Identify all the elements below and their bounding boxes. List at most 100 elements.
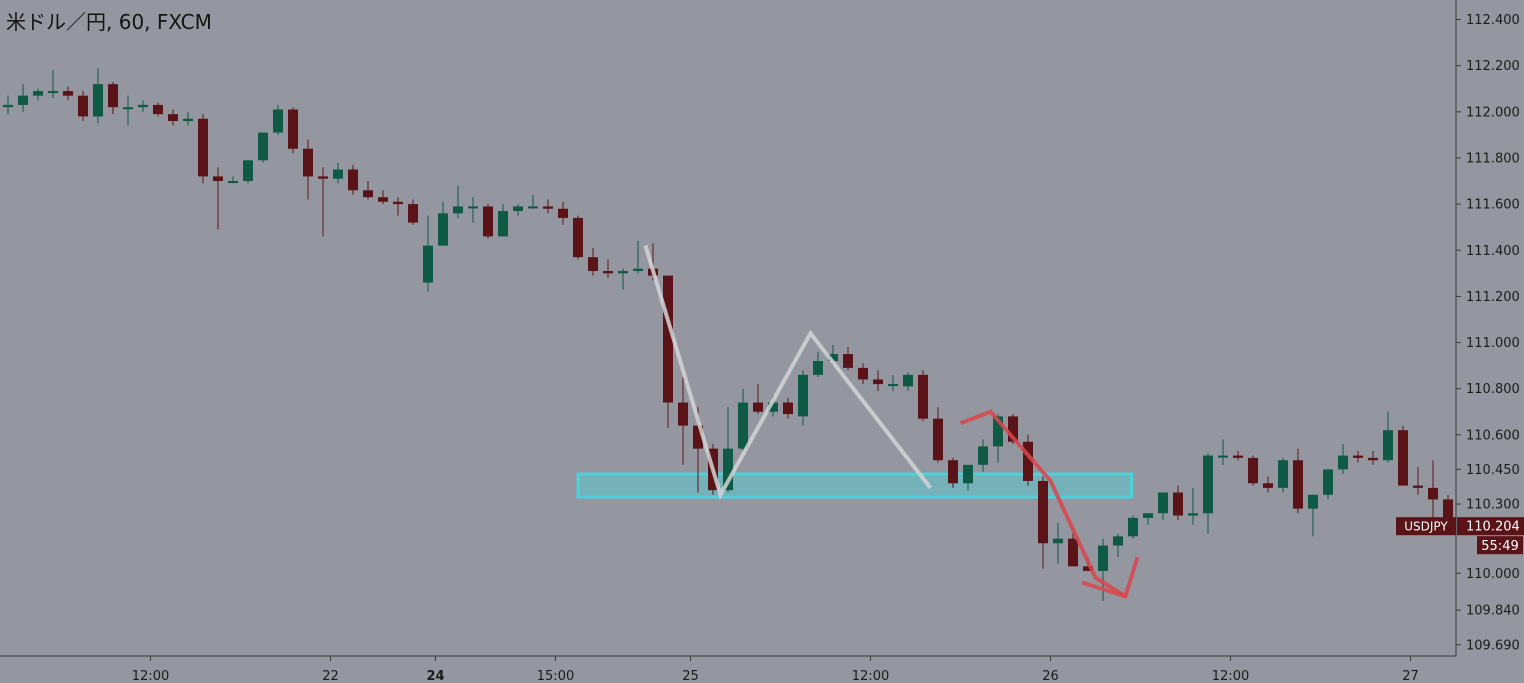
candle	[183, 111, 193, 126]
candle	[243, 160, 253, 184]
price-tick-label: 110.800	[1466, 382, 1520, 397]
candle	[813, 351, 823, 378]
candle-body	[78, 95, 88, 117]
candle	[1068, 531, 1078, 567]
candle	[963, 464, 973, 491]
candle-body	[783, 402, 793, 415]
candle-body	[288, 109, 298, 149]
candle-body	[813, 360, 823, 375]
candle	[1413, 467, 1423, 495]
candle	[63, 86, 73, 101]
candle	[858, 363, 868, 385]
pattern-overlays	[643, 245, 1140, 599]
candle-body	[588, 257, 598, 272]
candle-body	[393, 201, 403, 205]
countdown-box	[1477, 536, 1523, 555]
symbol-badge	[1396, 517, 1456, 536]
candle-body	[1338, 455, 1348, 470]
candle-body	[1278, 460, 1288, 488]
candle	[363, 181, 373, 200]
candle-body	[1398, 430, 1408, 486]
price-tick-label: 110.450	[1466, 463, 1520, 478]
candle-body	[1323, 469, 1333, 495]
time-tick-label: 12:00	[132, 669, 169, 683]
candle-body	[1023, 441, 1033, 481]
candle-body	[948, 460, 958, 484]
candle-body	[1128, 517, 1138, 537]
price-tick-label: 109.840	[1466, 604, 1520, 619]
time-axis[interactable]: 12:00 22 24 15:00 25 12:00 26 12:00 27	[0, 655, 1456, 683]
candle-body	[1428, 487, 1438, 500]
candle	[303, 139, 313, 200]
candle-body	[558, 208, 568, 218]
price-tick-label: 111.200	[1466, 290, 1520, 305]
chart-title: 米ドル／円, 60, FXCM	[6, 10, 212, 34]
candle-body	[1143, 513, 1153, 518]
candle	[258, 132, 268, 163]
candle-body	[1203, 455, 1213, 514]
candle	[1398, 425, 1408, 486]
candle	[513, 204, 523, 216]
candle-body	[618, 271, 628, 274]
price-axis[interactable]: 112.400 112.200 112.000 111.800 111.600 111.4…	[1455, 0, 1520, 656]
time-tick-label: 24	[426, 669, 444, 683]
candle-body	[63, 91, 73, 96]
candle-body	[438, 213, 448, 246]
candle	[108, 81, 118, 115]
candle-body	[1293, 460, 1303, 509]
candle	[903, 372, 913, 391]
candle	[1143, 513, 1153, 525]
candle-body	[423, 245, 433, 283]
candle-body	[228, 181, 238, 184]
candle-body	[3, 104, 13, 108]
last-price-box	[1457, 517, 1524, 536]
candle	[663, 275, 673, 428]
candle	[393, 197, 403, 216]
candle-body	[213, 176, 223, 182]
candle-body	[603, 271, 613, 274]
candle-body	[723, 448, 733, 491]
candle	[18, 84, 28, 112]
candle	[423, 215, 433, 292]
candle	[333, 162, 343, 184]
candle-body	[183, 118, 193, 122]
candle-body	[408, 204, 418, 223]
candle	[573, 215, 583, 260]
candle-body	[513, 206, 523, 212]
candle-body	[573, 217, 583, 258]
candle-body	[888, 384, 898, 387]
candle-body	[333, 169, 343, 179]
candle	[1428, 460, 1438, 528]
candle	[1188, 487, 1198, 525]
candle	[678, 377, 688, 465]
candle-body	[1158, 492, 1168, 514]
candle	[228, 176, 238, 184]
candle	[753, 384, 763, 415]
candle-body	[738, 402, 748, 449]
candle	[1233, 450, 1243, 461]
candle-body	[18, 95, 28, 105]
price-tick-label: 110.300	[1466, 498, 1520, 513]
candle-body	[123, 107, 133, 110]
candle	[1338, 444, 1348, 475]
time-tick-label: 25	[682, 669, 699, 683]
candle-body	[678, 402, 688, 426]
candle	[1278, 457, 1288, 493]
candle-body	[693, 425, 703, 449]
candle	[123, 95, 133, 126]
candle-body	[498, 211, 508, 237]
price-tick-label: 111.400	[1466, 244, 1520, 259]
white-zigzag-pattern	[643, 245, 933, 500]
red-zigzag-pattern	[959, 409, 1127, 599]
candle	[798, 370, 808, 426]
candle-body	[1233, 455, 1243, 458]
candle	[348, 164, 358, 195]
price-tick-label: 110.600	[1466, 428, 1520, 443]
candle	[1053, 522, 1063, 565]
candle-body	[1368, 457, 1378, 461]
candle	[198, 114, 208, 184]
candle-body	[378, 197, 388, 202]
candle	[48, 70, 58, 98]
candle-body	[798, 374, 808, 417]
